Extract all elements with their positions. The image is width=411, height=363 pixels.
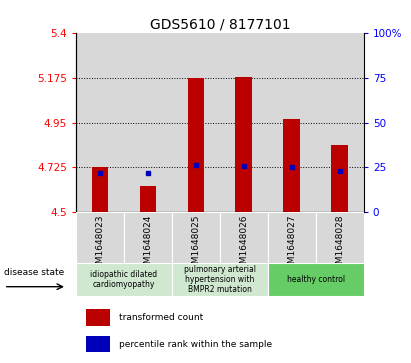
Text: idiopathic dilated
cardiomyopathy: idiopathic dilated cardiomyopathy (90, 270, 157, 289)
Bar (92, 167, 109, 212)
Bar (76, 212, 124, 263)
Bar (284, 119, 300, 212)
Text: percentile rank within the sample: percentile rank within the sample (120, 340, 272, 349)
Bar (172, 212, 220, 263)
Bar (220, 33, 268, 212)
Text: GSM1648024: GSM1648024 (143, 215, 152, 275)
Bar (140, 187, 156, 212)
Text: GSM1648028: GSM1648028 (335, 215, 344, 276)
Text: GSM1648026: GSM1648026 (239, 215, 248, 276)
Bar (86, 309, 110, 326)
Bar (236, 77, 252, 212)
Bar (124, 212, 172, 263)
Bar (268, 263, 364, 296)
Bar (76, 263, 172, 296)
Text: healthy control: healthy control (287, 275, 345, 284)
Bar (316, 212, 364, 263)
Text: transformed count: transformed count (120, 313, 204, 322)
Text: GSM1648025: GSM1648025 (192, 215, 201, 276)
Bar (220, 212, 268, 263)
Text: pulmonary arterial
hypertension with
BMPR2 mutation: pulmonary arterial hypertension with BMP… (184, 265, 256, 294)
Bar (124, 33, 172, 212)
Bar (268, 212, 316, 263)
Bar (331, 146, 348, 212)
Bar (76, 33, 124, 212)
Bar (316, 33, 364, 212)
Bar (172, 33, 220, 212)
Bar (86, 336, 110, 352)
Text: disease state: disease state (4, 268, 64, 277)
Text: GSM1648027: GSM1648027 (287, 215, 296, 276)
Bar (187, 78, 204, 212)
Title: GDS5610 / 8177101: GDS5610 / 8177101 (150, 17, 290, 32)
Bar (268, 33, 316, 212)
Text: GSM1648023: GSM1648023 (95, 215, 104, 276)
Bar (172, 263, 268, 296)
